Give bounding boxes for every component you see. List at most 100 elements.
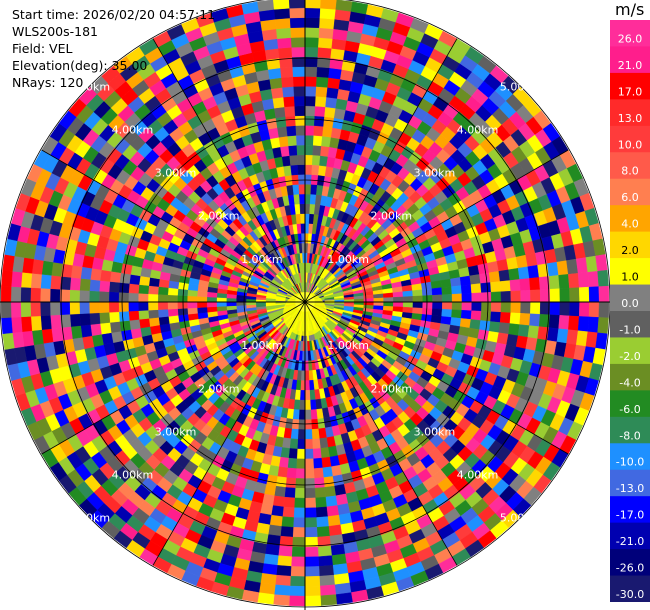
- gate-cell: [30, 273, 42, 289]
- gate-cell: [569, 301, 580, 317]
- gate-cell: [89, 312, 101, 325]
- gate-cell: [595, 254, 608, 272]
- gate-cell: [298, 174, 306, 185]
- gate-cell: [469, 319, 481, 330]
- gate-cell: [412, 289, 423, 297]
- gate-cell: [276, 565, 292, 577]
- gate-cell: [273, 7, 291, 20]
- gate-cell: [275, 116, 287, 128]
- gate-cell: [304, 468, 315, 479]
- gate-cell: [235, 301, 247, 306]
- gate-cell: [310, 174, 319, 186]
- gate-cell: [304, 46, 319, 58]
- gate-cell: [295, 213, 302, 225]
- gate-cell: [529, 313, 541, 327]
- gate-cell: [267, 67, 282, 80]
- gate-cell: [293, 507, 306, 519]
- gate-cell: [441, 301, 453, 310]
- range-ring-label: 3.00km: [414, 425, 456, 438]
- range-ring-label: 4.00km: [457, 123, 499, 136]
- gate-cell: [315, 86, 328, 98]
- gate-cell: [393, 296, 404, 303]
- field-label: Field: VEL: [12, 41, 73, 56]
- gate-cell: [295, 468, 306, 479]
- gate-cell: [335, 592, 353, 605]
- colorbar-unit: m/s: [615, 0, 645, 19]
- gate-cell: [0, 301, 12, 319]
- gate-cell: [313, 477, 325, 489]
- gate-cell: [412, 295, 424, 303]
- gate-cell: [293, 193, 301, 205]
- gate-cell: [275, 17, 291, 30]
- gate-cell: [317, 545, 332, 557]
- gate-cell: [289, 154, 299, 166]
- gate-cell: [277, 466, 288, 478]
- gate-cell: [527, 264, 540, 279]
- gate-cell: [479, 272, 491, 284]
- gate-cell: [177, 307, 189, 316]
- gate-cell: [304, 556, 320, 568]
- gate-cell: [314, 487, 326, 499]
- range-ring-label: 3.00km: [414, 167, 456, 180]
- gate-cell: [598, 301, 610, 319]
- gate-cell: [311, 154, 321, 166]
- gate-cell: [286, 125, 297, 137]
- gate-cell: [317, 47, 332, 59]
- gate-cell: [288, 448, 298, 460]
- gate-cell: [363, 298, 375, 303]
- gate-cell: [276, 27, 292, 39]
- gate-cell: [296, 448, 306, 460]
- gate-cell: [322, 126, 333, 138]
- gate-cell: [558, 274, 570, 289]
- gate-cell: [128, 283, 140, 294]
- gate-cell: [304, 478, 316, 489]
- gate-cell: [548, 314, 560, 329]
- gate-cell: [330, 543, 346, 556]
- gate-cell: [39, 301, 51, 317]
- gate-cell: [98, 290, 110, 303]
- gate-cell: [304, 174, 312, 185]
- gate-cell: [509, 279, 521, 292]
- gate-cell: [264, 48, 280, 61]
- gate-cell: [295, 125, 306, 136]
- gate-cell: [460, 309, 472, 320]
- gate-cell: [51, 327, 64, 343]
- gate-cell: [587, 316, 600, 334]
- gate-cell: [108, 291, 120, 303]
- gate-cell: [269, 514, 283, 527]
- gate-cell: [328, 67, 343, 80]
- gate-cell: [147, 285, 159, 295]
- gate-cell: [40, 274, 52, 289]
- gate-cell: [108, 281, 120, 293]
- gate-cell: [304, 125, 315, 136]
- gate-cell: [216, 297, 227, 303]
- gate-cell: [311, 164, 320, 176]
- gate-cell: [120, 329, 133, 342]
- gate-cell: [323, 476, 335, 488]
- gate-cell: [461, 293, 473, 303]
- gate-cell: [289, 7, 306, 19]
- gate-cell: [325, 495, 338, 508]
- gate-cell: [326, 87, 340, 99]
- gate-cell: [1, 269, 13, 287]
- gate-cell: [312, 144, 322, 156]
- gate-cell: [290, 164, 299, 176]
- gate-cell: [548, 275, 560, 290]
- gate-cell: [291, 418, 300, 430]
- gate-cell: [460, 284, 472, 295]
- gate-cell: [322, 466, 333, 478]
- gate-cell: [304, 409, 312, 421]
- gate-cell: [118, 282, 130, 294]
- range-ring-label: 1.00km: [327, 253, 369, 266]
- gate-cell: [284, 105, 296, 117]
- gate-cell: [490, 311, 502, 323]
- colorbar-tick: 26.0: [618, 32, 643, 45]
- gate-cell: [315, 96, 327, 108]
- gate-cell: [304, 164, 313, 175]
- gate-cell: [498, 269, 511, 282]
- gate-cell: [431, 287, 443, 296]
- gate-cell: [290, 566, 306, 577]
- gate-cell: [461, 301, 473, 311]
- gate-cell: [265, 117, 278, 130]
- gate-cell: [318, 27, 334, 39]
